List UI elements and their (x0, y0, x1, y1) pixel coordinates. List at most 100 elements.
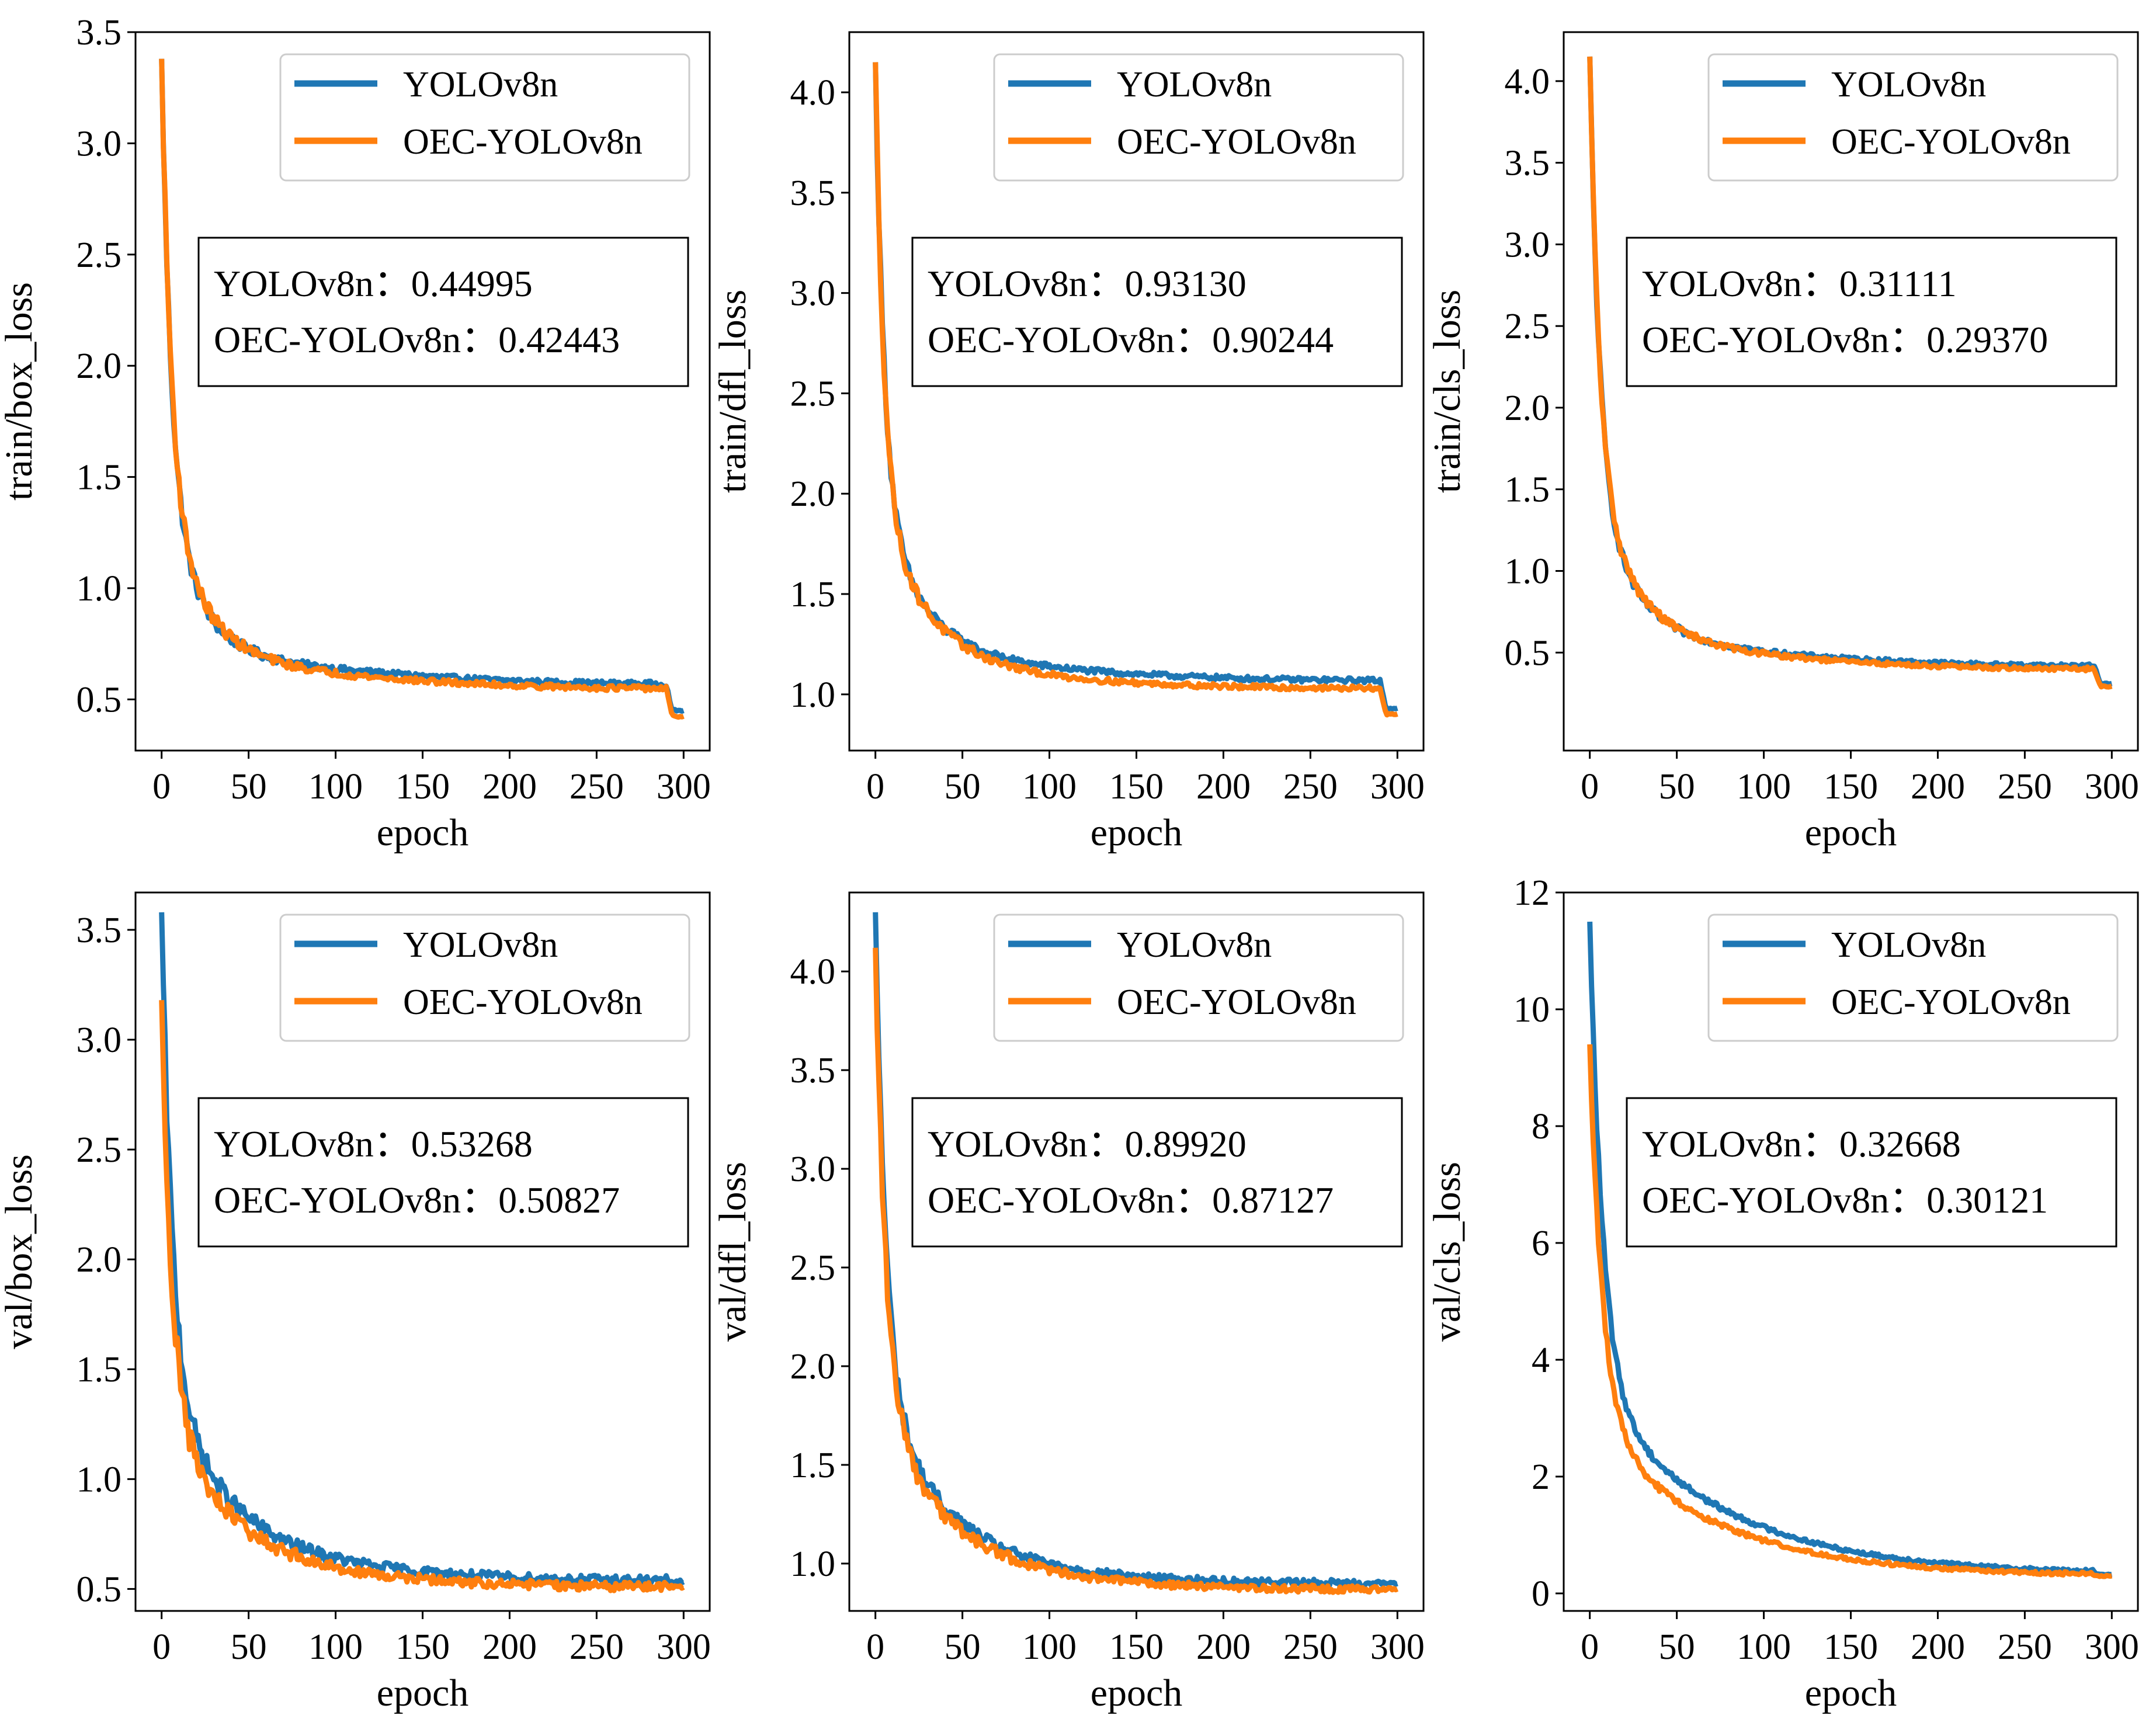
x-tick-label: 50 (945, 1627, 981, 1667)
x-tick-label: 100 (1737, 767, 1791, 807)
y-tick-label: 3.5 (1505, 144, 1550, 183)
annotation-model-label: OEC-YOLOv8n： (928, 319, 1212, 360)
y-tick-label: 3.0 (790, 274, 836, 314)
legend-label: YOLOv8n (403, 65, 558, 105)
x-tick-label: 200 (1196, 1627, 1251, 1667)
x-tick-label: 200 (1911, 767, 1965, 807)
annotation-box (911, 1097, 1403, 1248)
series-line-oec-yolov8n (873, 947, 1399, 1595)
y-tick-label: 3.5 (790, 1051, 836, 1090)
series-line-oec-yolov8n (1587, 1044, 2113, 1579)
annotation-box (197, 1097, 689, 1248)
x-tick-label: 150 (395, 1627, 450, 1667)
annotation-model-label: YOLOv8n： (1642, 263, 1839, 304)
annotation-model-label: YOLOv8n： (928, 263, 1125, 304)
y-axis-label: val/box_loss (0, 1154, 40, 1349)
legend-box (279, 53, 690, 182)
annotation-line: OEC-YOLOv8n：0.42443 (214, 319, 620, 360)
legend-label: YOLOv8n (1117, 65, 1272, 105)
y-tick-label: 3.0 (1505, 225, 1550, 265)
y-tick-label: 2 (1532, 1457, 1550, 1497)
annotation-line: OEC-YOLOv8n：0.87127 (928, 1179, 1334, 1221)
annotation-model-label: OEC-YOLOv8n： (1642, 319, 1926, 360)
x-tick-label: 50 (945, 767, 981, 807)
annotation-value: 0.32668 (1839, 1123, 1961, 1165)
annotation-model-label: YOLOv8n： (928, 1123, 1125, 1165)
y-tick-label: 8 (1532, 1107, 1550, 1147)
annotation-value: 0.53268 (411, 1123, 533, 1165)
legend-label: YOLOv8n (403, 925, 558, 965)
y-tick-label: 3.5 (77, 911, 122, 950)
x-tick-label: 100 (1022, 1627, 1077, 1667)
x-axis-label: epoch (1091, 1672, 1183, 1714)
y-tick-label: 1.5 (1505, 470, 1550, 510)
legend: YOLOv8n OEC-YOLOv8n (279, 53, 690, 182)
x-tick-label: 300 (1370, 1627, 1425, 1667)
x-tick-label: 150 (1824, 1627, 1878, 1667)
legend-box (1707, 914, 2119, 1042)
final-value-annotation: YOLOv8n：0.93130 OEC-YOLOv8n：0.90244 (911, 237, 1403, 387)
y-axis-label: train/box_loss (0, 282, 40, 501)
annotation-line: YOLOv8n：0.44995 (214, 263, 533, 304)
x-tick-label: 0 (1581, 767, 1599, 807)
chart-panels: 0 50 100 150 200 250 3000.51.01.52.02.53.03.5e… (0, 13, 2139, 1714)
y-tick-label: 0.5 (77, 1569, 122, 1609)
legend-label: OEC-YOLOv8n (403, 982, 643, 1022)
y-tick-label: 3.0 (790, 1149, 836, 1189)
legend-label: OEC-YOLOv8n (1117, 122, 1356, 162)
chart-panel-3: 0 50 100 150 200 250 300 0.5 1.0 1.5 2.0 2.5 3.0 3.5 4… (1426, 31, 2139, 854)
chart-panel-4: 0 50 100 150 200 250 300 0.5 1.0 1.5 2.0 2.5 3.0 3.5 e… (0, 891, 711, 1714)
annotation-box (1626, 1097, 2117, 1248)
x-axis-label: epoch (1091, 811, 1183, 854)
annotation-value: 0.44995 (411, 263, 533, 304)
y-tick-label: 2.5 (1505, 307, 1550, 346)
series-line-oec-yolov8n (873, 62, 1398, 718)
series-line-oec-yolov8n (159, 1000, 685, 1593)
legend-box (993, 53, 1404, 182)
x-tick-label: 150 (1109, 1627, 1164, 1667)
y-axis-label: val/dfl_loss (711, 1162, 754, 1342)
legend: YOLOv8n OEC-YOLOv8n (993, 53, 1404, 182)
y-tick-label: 0 (1532, 1574, 1550, 1614)
x-tick-label: 0 (152, 1627, 171, 1667)
x-tick-label: 50 (1659, 1627, 1695, 1667)
series-line-oec-yolov8n (159, 58, 685, 720)
x-tick-label: 0 (866, 1627, 884, 1667)
y-tick-label: 3.5 (77, 13, 122, 53)
y-tick-label: 2.0 (77, 1240, 122, 1280)
annotation-value: 0.90244 (1212, 319, 1334, 360)
annotation-line: YOLOv8n：0.53268 (214, 1123, 533, 1165)
annotation-model-label: OEC-YOLOv8n： (1642, 1179, 1926, 1221)
y-tick-label: 1.5 (77, 458, 122, 498)
y-tick-label: 2.5 (790, 1248, 836, 1288)
annotation-line: YOLOv8n：0.93130 (928, 263, 1247, 304)
x-tick-label: 250 (1998, 1627, 2052, 1667)
series-line-yolov8n (1587, 921, 2113, 1578)
x-axis-label: epoch (377, 1672, 469, 1714)
annotation-line: OEC-YOLOv8n：0.30121 (1642, 1179, 2048, 1221)
y-axis-label: val/cls_loss (1426, 1162, 1468, 1342)
y-tick-label: 1.0 (77, 1460, 122, 1499)
x-tick-label: 300 (2085, 767, 2139, 807)
y-tick-label: 1.5 (790, 1446, 836, 1485)
final-value-annotation: YOLOv8n：0.31111 OEC-YOLOv8n：0.29370 (1626, 237, 2117, 387)
chart-panel-6: 0 50 100 150 200 250 300 0 2 4 6 8 10 12 epoch val/cls_… (1426, 873, 2139, 1714)
y-axis-label: train/cls_loss (1426, 290, 1468, 493)
legend: YOLOv8n OEC-YOLOv8n (1707, 914, 2119, 1042)
x-tick-label: 200 (482, 1627, 537, 1667)
y-tick-label: 1.5 (77, 1350, 122, 1390)
y-tick-label: 4.0 (790, 952, 836, 992)
legend-label: OEC-YOLOv8n (1117, 982, 1356, 1022)
legend: YOLOv8n OEC-YOLOv8n (993, 914, 1404, 1042)
x-tick-label: 300 (2085, 1627, 2139, 1667)
legend-box (993, 914, 1404, 1042)
y-tick-label: 0.5 (77, 680, 122, 720)
y-tick-label: 2.5 (77, 235, 122, 275)
x-tick-label: 100 (308, 1627, 363, 1667)
annotation-value: 0.29370 (1926, 319, 2048, 360)
final-value-annotation: YOLOv8n：0.53268 OEC-YOLOv8n：0.50827 (197, 1097, 689, 1248)
series-line-oec-yolov8n (1587, 56, 2113, 690)
legend-box (279, 914, 690, 1042)
y-tick-label: 2.0 (790, 1347, 836, 1387)
y-tick-label: 3.5 (790, 173, 836, 213)
